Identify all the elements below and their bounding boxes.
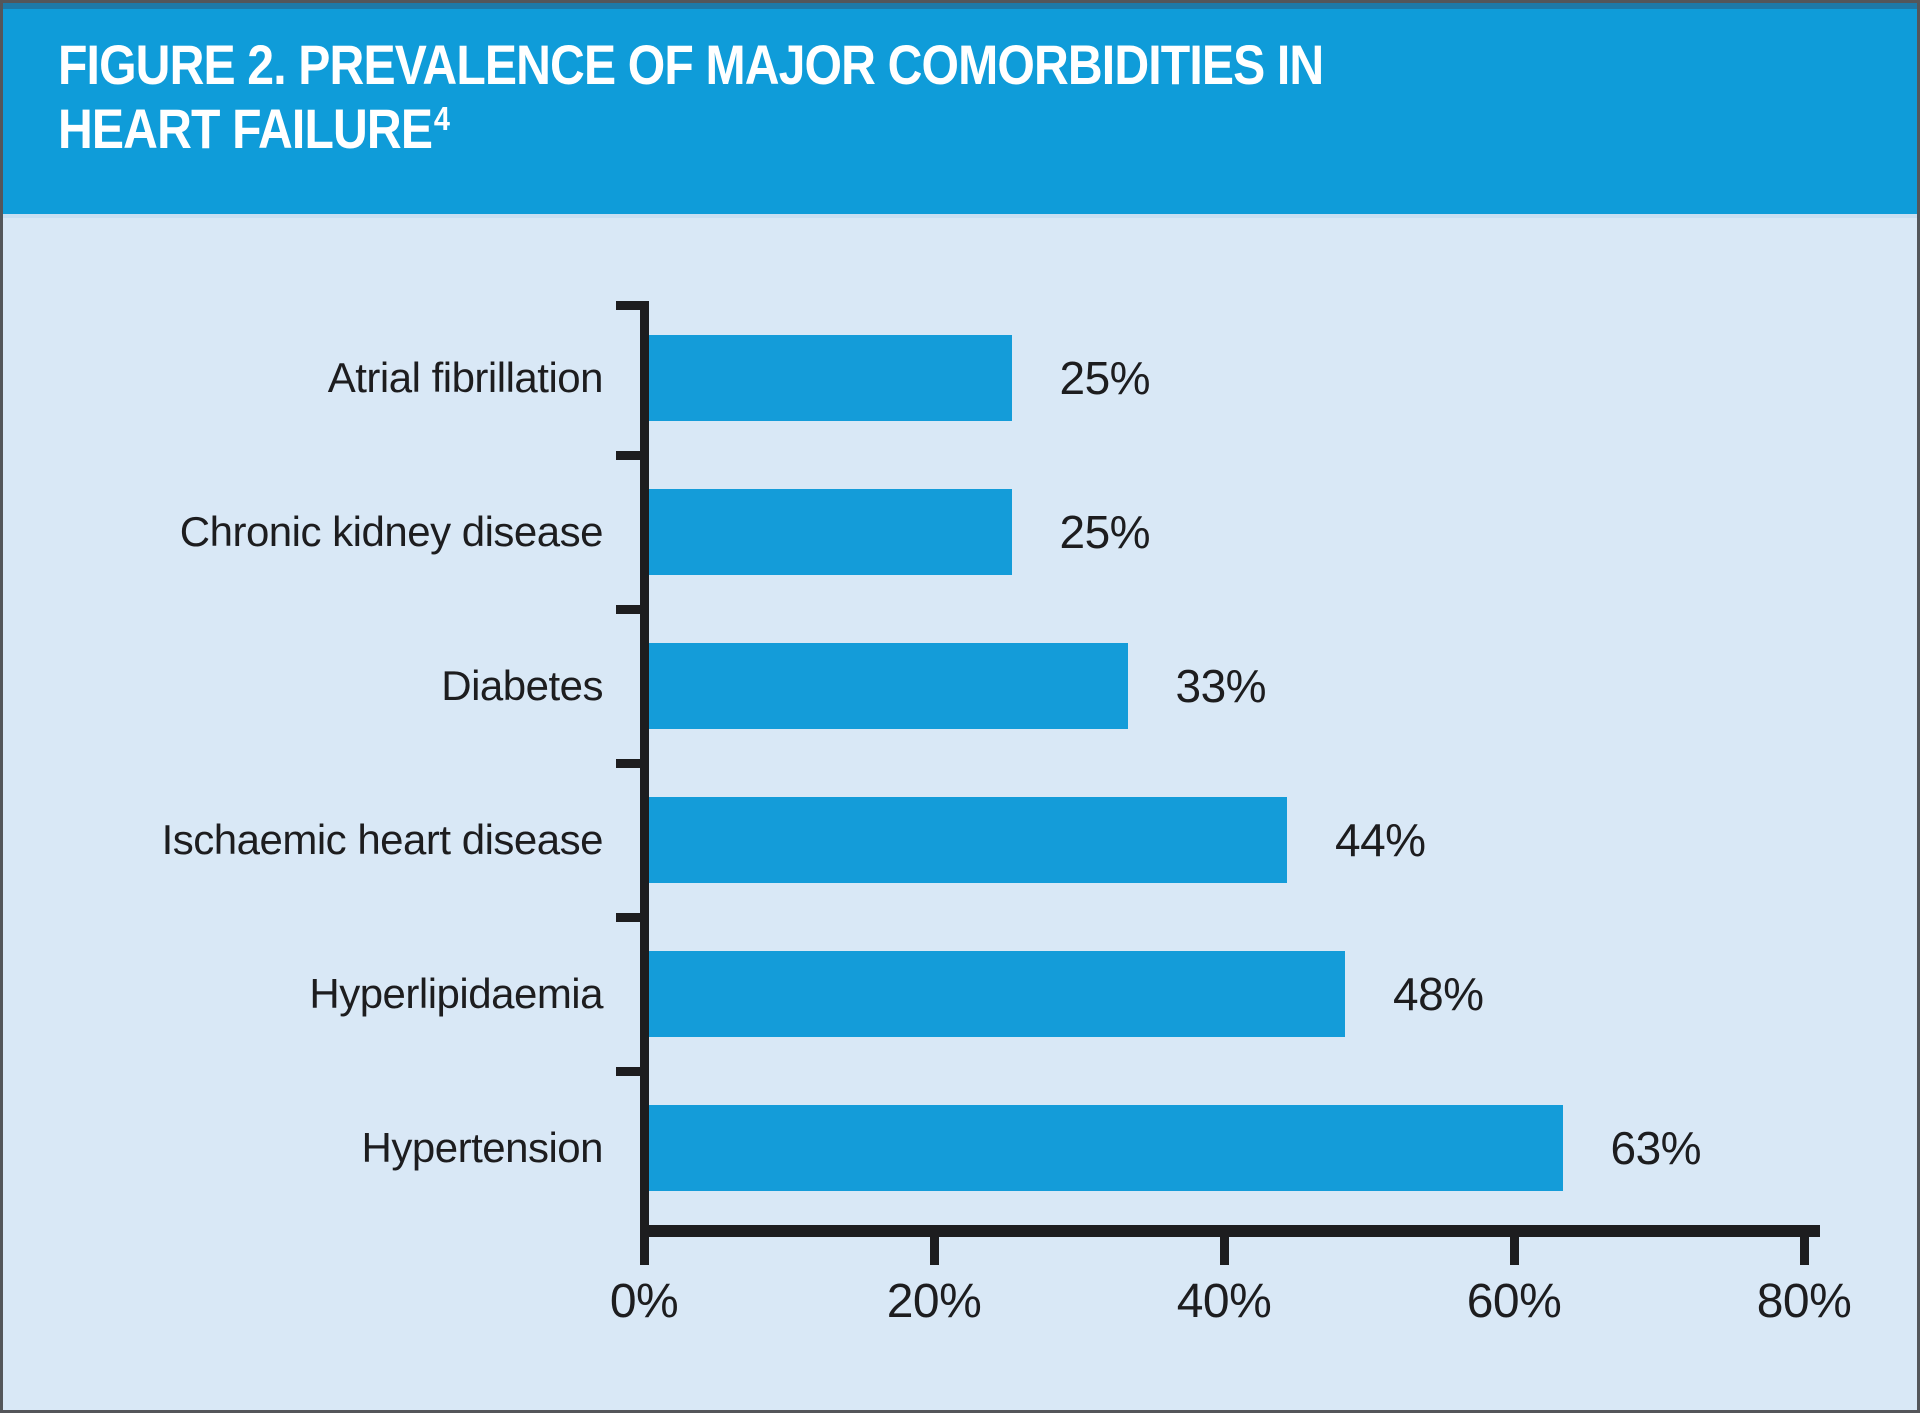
x-axis-tick	[929, 1237, 939, 1265]
y-axis-tick	[616, 758, 640, 768]
y-axis-tick	[616, 450, 640, 460]
x-axis-tick-label: 60%	[1466, 1275, 1562, 1328]
category-label: Diabetes	[441, 662, 603, 709]
y-axis-line	[640, 301, 649, 1237]
x-axis-tick	[1799, 1237, 1809, 1265]
bar	[649, 335, 1012, 421]
figure-title-text-line1: FIGURE 2. PREVALENCE OF MAJOR COMORBIDIT…	[58, 33, 1324, 96]
bar-row: Atrial fibrillation 25%	[3, 301, 1917, 455]
figure-title-text-line2: HEART FAILURE	[58, 97, 433, 160]
category-label: Chronic kidney disease	[179, 508, 604, 555]
bar-row: Diabetes 33%	[3, 609, 1917, 763]
figure-title-line2: HEART FAILURE4	[58, 97, 1605, 170]
value-label: 25%	[1059, 352, 1151, 404]
bar	[649, 797, 1287, 883]
bar	[649, 489, 1012, 575]
value-label: 48%	[1393, 968, 1484, 1020]
x-axis-tick-label: 80%	[1756, 1275, 1852, 1328]
bar-rows-container: Atrial fibrillation 25% Chronic kidney d…	[3, 301, 1917, 1225]
category-label: Ischaemic heart disease	[161, 816, 604, 863]
value-label: 63%	[1610, 1122, 1702, 1174]
figure-title-line1: FIGURE 2. PREVALENCE OF MAJOR COMORBIDIT…	[58, 33, 1605, 97]
bar-row: Ischaemic heart disease 44%	[3, 763, 1917, 917]
x-axis-line	[640, 1225, 1820, 1237]
x-axis-tick-label: 0%	[609, 1275, 679, 1328]
plot-area: Atrial fibrillation 25% Chronic kidney d…	[3, 218, 1917, 1410]
value-label: 33%	[1175, 660, 1267, 712]
category-label: Hypertension	[361, 1124, 604, 1171]
bar-row: Chronic kidney disease 25%	[3, 455, 1917, 609]
y-axis-tick	[616, 912, 640, 922]
category-label: Atrial fibrillation	[327, 354, 604, 401]
x-axis-tick-label: 20%	[886, 1275, 982, 1328]
bar-row: Hypertension 63%	[3, 1071, 1917, 1225]
bar	[649, 643, 1128, 729]
reference-superscript: 4	[433, 100, 450, 138]
y-axis-tick	[616, 604, 640, 614]
x-axis-tick-label: 40%	[1176, 1275, 1272, 1328]
value-label: 44%	[1335, 814, 1426, 866]
y-axis-tick	[616, 301, 640, 310]
x-axis-tick	[639, 1237, 649, 1265]
y-axis-tick	[616, 1066, 640, 1076]
value-label: 25%	[1059, 506, 1151, 558]
bar	[649, 951, 1345, 1037]
figure-header-band: FIGURE 2. PREVALENCE OF MAJOR COMORBIDIT…	[3, 3, 1917, 218]
x-axis-tick	[1219, 1237, 1229, 1265]
x-axis-tick	[1509, 1237, 1519, 1265]
bar	[649, 1105, 1563, 1191]
bar-row: Hyperlipidaemia 48%	[3, 917, 1917, 1071]
category-label: Hyperlipidaemia	[309, 970, 603, 1017]
